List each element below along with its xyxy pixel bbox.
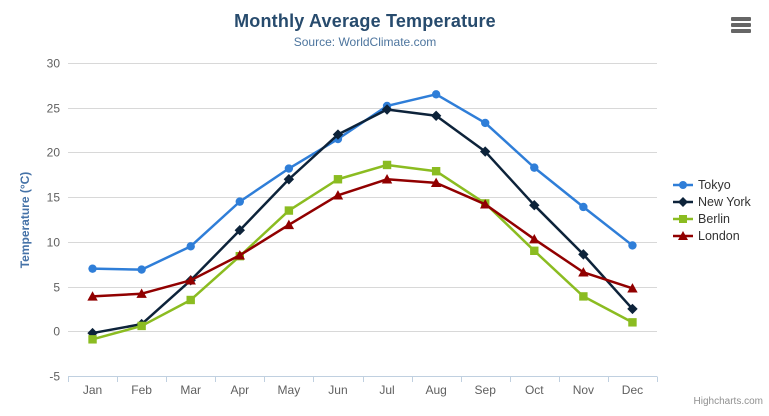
- y-axis-label: -5: [49, 370, 60, 384]
- series-point-tokyo[interactable]: [235, 197, 244, 206]
- x-axis-label: Aug: [425, 383, 446, 397]
- x-axis-label: Jun: [328, 383, 347, 397]
- hamburger-menu-icon[interactable]: [729, 15, 753, 35]
- series-point-berlin[interactable]: [186, 295, 195, 305]
- series-point-tokyo[interactable]: [186, 242, 195, 251]
- hamburger-bar: [731, 23, 751, 27]
- series-point-london[interactable]: [627, 283, 638, 293]
- series-point-london[interactable]: [381, 174, 393, 184]
- x-axis-label: Sep: [475, 383, 497, 397]
- series-tokyo[interactable]: [88, 90, 637, 274]
- hamburger-bar: [731, 17, 751, 21]
- legend-marker-symbol: [678, 196, 688, 207]
- series-point-new-york[interactable]: [480, 146, 491, 157]
- series-point-london[interactable]: [283, 219, 295, 230]
- series-line-berlin[interactable]: [91, 163, 634, 341]
- series-point-berlin[interactable]: [530, 246, 539, 255]
- legend-label: Tokyo: [698, 177, 731, 192]
- series-point-london[interactable]: [87, 291, 98, 301]
- legend-marker-symbol: [679, 214, 687, 223]
- y-axis-label: 0: [53, 325, 60, 339]
- series-line-london[interactable]: [91, 178, 634, 298]
- series-point-london[interactable]: [480, 199, 491, 209]
- series-point-berlin[interactable]: [431, 167, 441, 176]
- series-point-new-york[interactable]: [381, 104, 393, 115]
- series-point-berlin[interactable]: [628, 318, 637, 327]
- series-line-tokyo[interactable]: [91, 93, 634, 271]
- x-axis-label: Oct: [525, 383, 544, 397]
- series-point-tokyo[interactable]: [628, 241, 637, 250]
- y-axis-label: 30: [47, 57, 61, 71]
- series-line-new-york[interactable]: [91, 108, 634, 335]
- series-point-london[interactable]: [234, 250, 245, 260]
- berlin-legend-marker-icon: [673, 214, 693, 223]
- hamburger-bar: [731, 29, 751, 33]
- legend-item-london[interactable]: London: [673, 227, 751, 244]
- legend-item-tokyo[interactable]: Tokyo: [673, 176, 751, 193]
- series-london[interactable]: [87, 174, 638, 301]
- legend-label: Berlin: [698, 211, 730, 226]
- series-point-new-york[interactable]: [627, 303, 638, 315]
- legend-marker-symbol: [679, 180, 687, 189]
- x-axis-label: Dec: [622, 383, 643, 397]
- legend-label: London: [698, 228, 740, 243]
- series-point-tokyo[interactable]: [530, 163, 539, 172]
- x-axis-label: Mar: [180, 383, 201, 397]
- series-point-berlin[interactable]: [88, 335, 97, 344]
- chart-subtitle: Source: WorldClimate.com: [293, 35, 437, 49]
- series-point-london[interactable]: [332, 190, 344, 200]
- series-point-tokyo[interactable]: [481, 118, 490, 128]
- y-axis-label: 15: [47, 191, 61, 205]
- series-point-new-york[interactable]: [332, 129, 344, 140]
- x-axis-label: May: [278, 383, 301, 397]
- series-point-new-york[interactable]: [430, 110, 442, 121]
- series-point-tokyo[interactable]: [579, 202, 588, 212]
- series-point-tokyo[interactable]: [284, 164, 294, 173]
- legend-item-berlin[interactable]: Berlin: [673, 210, 751, 227]
- series-point-berlin[interactable]: [284, 206, 294, 215]
- series-point-london[interactable]: [430, 177, 442, 188]
- series-point-new-york[interactable]: [578, 249, 589, 260]
- series-point-london[interactable]: [136, 288, 147, 298]
- legend-marker-symbol: [678, 230, 688, 240]
- x-axis-label: Nov: [573, 383, 594, 397]
- x-axis-label: Jan: [83, 383, 102, 397]
- series-point-tokyo[interactable]: [137, 265, 146, 274]
- legend-item-new-york[interactable]: New York: [673, 193, 751, 210]
- x-axis-label: Feb: [131, 383, 152, 397]
- y-axis-label: 25: [47, 102, 61, 116]
- series-point-new-york[interactable]: [283, 174, 295, 185]
- series-point-new-york[interactable]: [234, 225, 245, 236]
- series-point-tokyo[interactable]: [431, 90, 441, 99]
- y-axis-title: Temperature (°C): [18, 171, 32, 269]
- new-york-legend-marker-icon: [673, 196, 693, 207]
- x-axis-label: Jul: [379, 383, 394, 397]
- tokyo-legend-marker-icon: [673, 180, 693, 189]
- series-point-berlin[interactable]: [382, 160, 392, 170]
- series-new-york[interactable]: [87, 104, 638, 339]
- y-axis-label: 20: [47, 146, 61, 160]
- series-point-berlin[interactable]: [579, 292, 588, 301]
- series-point-berlin[interactable]: [137, 321, 146, 331]
- series-point-new-york[interactable]: [529, 199, 540, 211]
- series-point-london[interactable]: [578, 267, 589, 277]
- london-legend-marker-icon: [673, 230, 693, 240]
- y-axis-label: 10: [47, 236, 61, 250]
- y-axis-label: 5: [53, 281, 60, 295]
- chart-title: Monthly Average Temperature: [234, 11, 496, 31]
- series-point-berlin[interactable]: [333, 175, 343, 184]
- series-point-tokyo[interactable]: [88, 264, 97, 273]
- legend-label: New York: [698, 194, 751, 209]
- x-axis-label: Apr: [230, 383, 249, 397]
- series-point-london[interactable]: [185, 275, 196, 285]
- legend: Tokyo New York Berlin London: [673, 176, 751, 244]
- credits-link[interactable]: Highcharts.com: [693, 396, 763, 407]
- series-point-london[interactable]: [529, 233, 540, 244]
